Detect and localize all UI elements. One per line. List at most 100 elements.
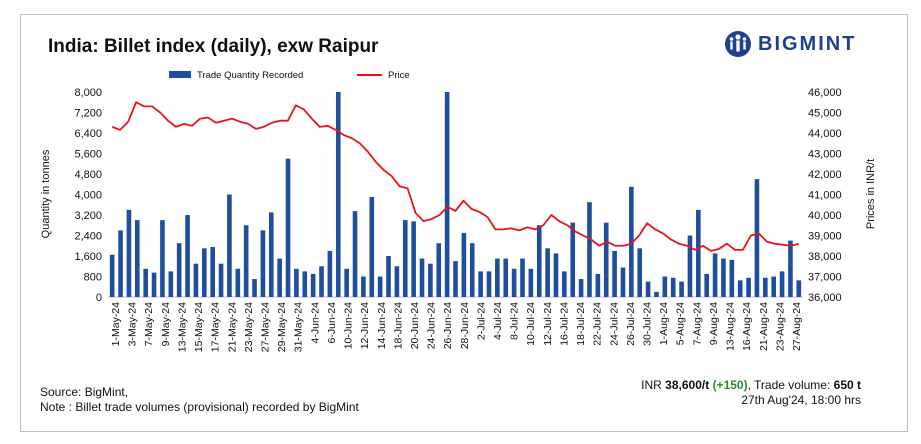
quantity-bar xyxy=(436,243,442,297)
x-tick-label: 28-Jun-24 xyxy=(459,302,471,349)
quantity-bar xyxy=(185,215,190,297)
quantity-bar xyxy=(176,243,182,297)
y-tick-label: 6,400 xyxy=(74,128,102,140)
quantity-bar xyxy=(729,259,735,297)
legend-bar-label: Trade Quantity Recorded xyxy=(197,70,303,81)
quantity-bar xyxy=(143,268,148,297)
x-tick-label: 4-Jun-24 xyxy=(309,302,321,344)
quantity-bar xyxy=(721,258,726,297)
quantity-bar xyxy=(135,220,140,298)
quantity-bar xyxy=(737,280,743,297)
y-tick-label: 8,000 xyxy=(74,87,102,99)
quantity-bar xyxy=(570,222,576,297)
y-tick-label: 4,000 xyxy=(74,190,102,202)
brand-name: BIGMINT xyxy=(758,32,857,55)
x-tick-label: 1-May-24 xyxy=(110,302,122,347)
quantity-bar xyxy=(637,248,643,297)
quantity-bar xyxy=(469,243,475,297)
x-tick-label: 9-May-24 xyxy=(160,302,172,347)
quantity-bar xyxy=(603,222,609,297)
y2-tick-label: 40,000 xyxy=(808,210,842,222)
x-tick-label: 10-Jul-24 xyxy=(525,302,537,346)
y-axis-title: Quantity in tonnes xyxy=(40,149,52,238)
quantity-bar xyxy=(377,276,383,297)
quantity-bar xyxy=(746,277,751,297)
quantity-bar xyxy=(386,256,391,297)
brand-logo: BIGMINT xyxy=(724,30,856,58)
x-tick-label: 29-May-24 xyxy=(276,302,288,352)
quantity-bar xyxy=(361,276,366,297)
quantity-bar xyxy=(712,253,718,297)
quantity-bar xyxy=(520,258,525,297)
price-value: 38,600/t xyxy=(665,378,710,392)
quantity-bar xyxy=(252,279,257,297)
quantity-bar xyxy=(461,232,467,297)
x-tick-label: 13-Aug-24 xyxy=(725,302,737,351)
x-tick-label: 15-May-24 xyxy=(193,302,205,352)
quantity-bar xyxy=(495,258,500,297)
quantity-bar xyxy=(310,273,316,297)
quantity-bar xyxy=(595,273,601,297)
quantity-bar xyxy=(620,267,626,297)
y-tick-label: 1,600 xyxy=(74,251,102,263)
y-tick-label: 3,200 xyxy=(74,210,102,222)
quantity-bar xyxy=(419,258,425,297)
quantity-bar xyxy=(763,277,768,297)
y2-tick-label: 42,000 xyxy=(808,169,842,181)
y2-tick-label: 38,000 xyxy=(808,251,842,263)
quantity-bar xyxy=(294,268,299,297)
volume-label: , Trade volume: xyxy=(747,378,834,392)
quantity-bar xyxy=(578,279,584,297)
source-text: Source: BigMint, xyxy=(40,385,129,399)
note-text: Note : Billet trade volumes (provisional… xyxy=(40,400,359,414)
quantity-bar xyxy=(528,268,534,297)
y2-tick-label: 45,000 xyxy=(808,108,842,120)
x-tick-label: 17-May-24 xyxy=(210,302,222,352)
quantity-bar xyxy=(344,268,349,297)
x-tick-label: 18-Jun-24 xyxy=(392,302,404,349)
y-tick-label: 5,600 xyxy=(74,149,102,161)
quantity-bar xyxy=(352,211,358,297)
x-tick-label: 26-Jun-24 xyxy=(442,302,454,349)
y2-tick-label: 41,000 xyxy=(808,190,842,202)
volume-value: 650 t xyxy=(833,378,861,392)
legend-line-label: Price xyxy=(388,70,410,81)
x-tick-label: 2-Jul-24 xyxy=(475,302,487,340)
x-tick-label: 23-Aug-24 xyxy=(774,302,786,351)
chart-title: India: Billet index (daily), exw Raipur xyxy=(48,36,379,57)
quantity-bar xyxy=(335,92,341,297)
x-tick-label: 5-Aug-24 xyxy=(675,302,687,345)
quantity-bar xyxy=(562,271,567,298)
quantity-bar xyxy=(629,186,634,297)
quantity-bar xyxy=(503,258,509,297)
y2-tick-label: 37,000 xyxy=(808,272,842,284)
x-tick-label: 14-Jun-24 xyxy=(376,302,388,349)
x-tick-label: 13-May-24 xyxy=(176,302,188,352)
x-tick-label: 24-Jul-24 xyxy=(608,302,620,346)
x-tick-label: 16-Aug-24 xyxy=(741,302,753,351)
quantity-bar xyxy=(771,276,776,297)
x-tick-label: 21-Aug-24 xyxy=(758,302,770,351)
quantity-bar xyxy=(779,271,785,298)
legend-bar-swatch xyxy=(169,71,191,78)
x-tick-label: 7-May-24 xyxy=(143,302,155,347)
quantity-bar xyxy=(277,258,282,297)
quantity-bar xyxy=(302,271,308,298)
quantity-bar xyxy=(428,263,433,297)
x-tick-label: 3-May-24 xyxy=(127,302,139,347)
y-tick-label: 4,800 xyxy=(74,169,102,181)
quantity-bar xyxy=(796,280,802,297)
quantity-bar xyxy=(109,254,115,297)
quantity-bar xyxy=(679,281,684,298)
y-tick-label: 0 xyxy=(96,292,102,304)
quantity-bar xyxy=(201,248,207,297)
x-tick-label: 27-May-24 xyxy=(259,302,271,352)
quantity-bar xyxy=(754,179,760,298)
price-line xyxy=(111,101,800,252)
quantity-bar xyxy=(369,197,375,297)
x-tick-label: 18-Jul-24 xyxy=(575,302,587,346)
quantity-bar xyxy=(126,209,132,298)
x-tick-label: 12-Jun-24 xyxy=(359,302,371,349)
quantity-bar xyxy=(444,92,450,297)
quantity-bar xyxy=(260,230,266,298)
